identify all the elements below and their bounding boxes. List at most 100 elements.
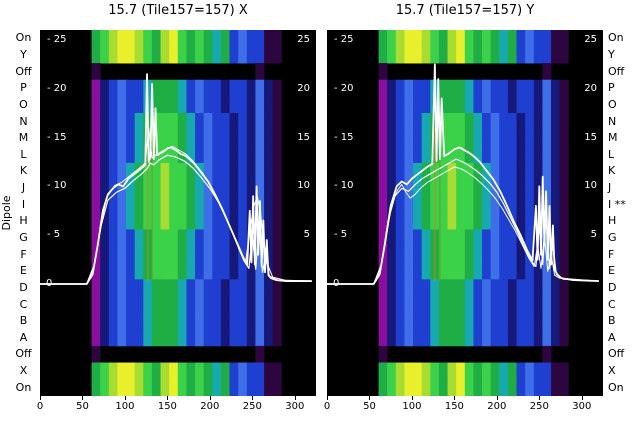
- x-tick-mark: [294, 396, 296, 400]
- row-label-right: D: [608, 280, 617, 294]
- row-label-left: M: [18, 131, 29, 145]
- x-tick-label: 0: [323, 401, 331, 412]
- x-tick-label: 50: [363, 401, 376, 412]
- inner-y-tick-label-left: - 10: [47, 180, 67, 192]
- row-label-left: P: [20, 81, 27, 95]
- row-label-right: K: [608, 164, 616, 178]
- inner-y-tick-label-left: - 15: [47, 131, 67, 143]
- left-heatmap-canvas: [40, 30, 316, 396]
- row-label-right: E: [608, 264, 615, 278]
- left-heatmap-panel: [40, 30, 316, 396]
- x-tick-mark: [327, 396, 328, 400]
- row-label-right: On: [608, 380, 624, 394]
- x-tick-mark: [581, 396, 583, 400]
- x-tick-mark: [209, 396, 211, 400]
- row-label-right: L: [608, 147, 615, 161]
- inner-y-tick-label-right: 5: [303, 229, 310, 241]
- row-label-left: On: [15, 31, 32, 45]
- row-label-left: Off: [15, 347, 32, 361]
- row-label-left: K: [19, 164, 28, 178]
- inner-y-tick-label-left: - 5: [334, 229, 348, 241]
- x-tick-label: 150: [157, 401, 177, 412]
- inner-y-tick-label-right: 5: [590, 229, 597, 241]
- inner-y-tick-label-right: 10: [584, 180, 597, 192]
- inner-y-zero-label: 0: [333, 278, 340, 289]
- row-label-right: X: [608, 364, 616, 378]
- right-panel-title: 15.7 (Tile157=157) Y: [395, 3, 535, 18]
- inner-y-tick-label-left: - 10: [334, 180, 354, 192]
- inner-y-tick-label-left: - 25: [334, 34, 354, 45]
- inner-y-tick-label-left: - 20: [334, 82, 354, 94]
- x-tick-mark: [369, 396, 371, 400]
- inner-y-tick-label-right: 15: [584, 131, 597, 143]
- row-label-left: X: [19, 364, 28, 378]
- row-label-left: L: [20, 147, 27, 161]
- row-label-left: C: [19, 297, 28, 311]
- x-tick-label: 300: [572, 401, 592, 412]
- row-label-right: O: [608, 97, 617, 111]
- row-label-right: F: [608, 247, 615, 261]
- row-label-right: N: [608, 114, 617, 128]
- x-tick-mark: [167, 396, 169, 400]
- x-tick-mark: [82, 396, 84, 400]
- inner-y-zero-label: 0: [46, 278, 53, 289]
- inner-y-tick-label-right: 15: [297, 131, 310, 143]
- x-tick-label: 250: [529, 401, 549, 412]
- row-label-right: Off: [608, 64, 625, 78]
- inner-y-tick-label-right: 25: [584, 34, 597, 45]
- row-label-right: J: [608, 181, 612, 195]
- x-tick-label: 200: [200, 401, 220, 412]
- right-heatmap-canvas: [327, 30, 603, 396]
- x-tick-label: 200: [487, 401, 507, 412]
- inner-y-tick-label-right: 10: [297, 180, 310, 192]
- left-panel-title: 15.7 (Tile157=157) X: [108, 3, 248, 18]
- row-label-left: E: [20, 264, 27, 278]
- x-tick-label: 300: [285, 401, 305, 412]
- right-heatmap-panel: [327, 30, 603, 396]
- row-label-left: On: [15, 380, 32, 394]
- inner-y-tick-label-left: - 20: [47, 82, 67, 94]
- inner-y-tick-label-right: 25: [297, 34, 310, 45]
- x-tick-mark: [539, 396, 541, 400]
- row-label-right: C: [608, 297, 616, 311]
- row-label-left: O: [19, 97, 28, 111]
- row-label-right: G: [608, 230, 617, 244]
- x-tick-label: 0: [36, 401, 44, 412]
- row-label-left: A: [19, 330, 28, 344]
- row-label-right: I **: [608, 197, 626, 211]
- row-label-left: F: [20, 247, 27, 261]
- x-tick-mark: [496, 396, 498, 400]
- row-label-right: Y: [608, 47, 615, 61]
- x-tick-mark: [40, 396, 41, 400]
- row-label-left: B: [19, 314, 28, 328]
- row-label-right: P: [608, 81, 615, 95]
- row-label-left: G: [19, 230, 28, 244]
- x-tick-mark: [252, 396, 254, 400]
- inner-y-tick-label-left: - 5: [47, 229, 61, 241]
- x-tick-mark: [124, 396, 126, 400]
- x-tick-mark: [454, 396, 456, 400]
- inner-y-tick-label-left: - 25: [47, 34, 67, 45]
- row-label-left: Off: [15, 64, 32, 78]
- inner-y-tick-label-right: 20: [584, 82, 597, 94]
- inner-y-tick-label-left: - 15: [334, 131, 354, 143]
- row-label-right: M: [608, 131, 618, 145]
- x-tick-label: 100: [402, 401, 422, 412]
- row-label-right: On: [608, 31, 624, 45]
- row-label-right: B: [608, 314, 616, 328]
- row-label-left: J: [21, 181, 26, 195]
- row-label-right: A: [608, 330, 616, 344]
- row-label-right: H: [608, 214, 617, 228]
- x-tick-label: 250: [242, 401, 262, 412]
- x-tick-label: 150: [444, 401, 464, 412]
- row-label-left: H: [19, 214, 28, 228]
- x-tick-label: 100: [115, 401, 135, 412]
- row-label-left: D: [19, 280, 28, 294]
- row-label-left: Y: [20, 47, 27, 61]
- row-label-left: N: [19, 114, 28, 128]
- inner-y-tick-label-right: 20: [297, 82, 310, 94]
- x-tick-mark: [411, 396, 413, 400]
- row-label-left: I: [21, 197, 26, 211]
- x-tick-label: 50: [76, 401, 89, 412]
